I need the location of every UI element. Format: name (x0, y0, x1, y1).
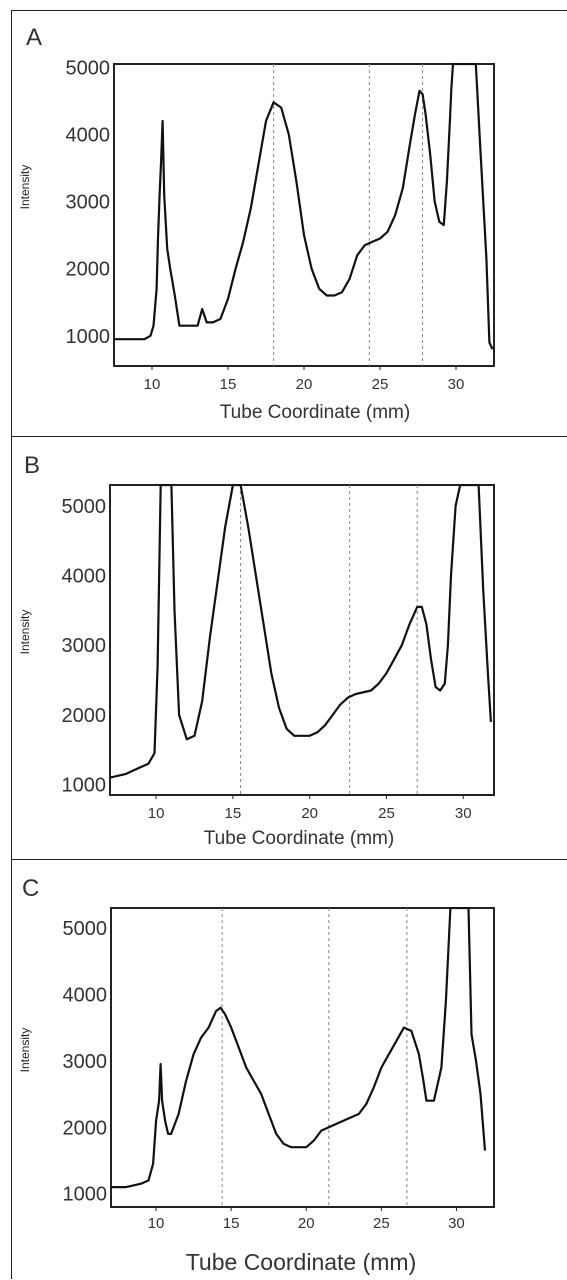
x-tick-label: 30 (448, 376, 465, 393)
y-tick-label: 4000 (63, 984, 108, 1006)
chart-b: 10 15 20 25 30 1000 2000 3000 4000 5000 B Intensity… (18, 452, 495, 849)
y-tick-label: 2000 (66, 259, 111, 281)
y-tick-label: 5000 (66, 57, 111, 79)
panel-a: 10 15 20 25 30 1000 2000 3000 4000 5000 A Intensity… (11, 10, 567, 436)
intensity-series-line (111, 907, 487, 1189)
y-tick-label: 1000 (62, 775, 107, 797)
plot-frame (109, 484, 495, 796)
y-tick-label: 5000 (62, 496, 107, 518)
y-tick-label: 1000 (63, 1184, 108, 1206)
x-tick-label: 20 (296, 376, 313, 393)
chart-c: 10 15 20 25 30 1000 2000 3000 4000 5000 C Intensity… (18, 875, 495, 1275)
y-axis-label: Intensity (18, 610, 32, 655)
x-tick-label: 15 (223, 1215, 240, 1232)
y-tick-label: 2000 (62, 705, 107, 727)
x-tick-label: 30 (455, 805, 472, 822)
panel-c: 10 15 20 25 30 1000 2000 3000 4000 5000 C Intensity… (11, 859, 567, 1279)
y-axis-label: Intensity (18, 165, 32, 210)
y-tick-label: 1000 (66, 326, 111, 348)
panel-b: 10 15 20 25 30 1000 2000 3000 4000 5000 B Intensity… (11, 436, 567, 859)
y-tick-label: 3000 (66, 192, 111, 214)
x-axis-label: Tube Coordinate (mm) (204, 828, 394, 849)
x-tick-label: 10 (148, 1215, 165, 1232)
x-tick-label: 10 (144, 376, 161, 393)
x-tick-label: 20 (298, 1215, 315, 1232)
y-tick-label: 5000 (63, 918, 108, 940)
intensity-series-line (110, 484, 492, 779)
y-tick-label: 4000 (66, 124, 111, 146)
x-axis-label: Tube Coordinate (mm) (186, 1249, 417, 1275)
x-tick-label: 15 (225, 805, 242, 822)
panel-label: B (24, 452, 40, 479)
x-tick-label: 15 (220, 376, 237, 393)
x-tick-label: 20 (301, 805, 318, 822)
y-tick-label: 2000 (63, 1117, 108, 1139)
x-tick-label: 25 (372, 376, 389, 393)
y-tick-label: 3000 (63, 1051, 108, 1073)
y-axis-label: Intensity (18, 1028, 32, 1073)
chart-a: 10 15 20 25 30 1000 2000 3000 4000 5000 A Intensity… (18, 24, 495, 423)
panel-label: A (26, 24, 42, 51)
y-tick-label: 4000 (62, 566, 107, 588)
panel-label: C (22, 875, 39, 902)
x-tick-label: 30 (448, 1215, 465, 1232)
intensity-series-line (114, 63, 494, 350)
y-tick-label: 3000 (62, 635, 107, 657)
x-tick-label: 10 (148, 805, 165, 822)
x-tick-label: 25 (378, 805, 395, 822)
x-tick-label: 25 (373, 1215, 390, 1232)
x-axis-label: Tube Coordinate (mm) (220, 402, 410, 423)
plot-frame (110, 907, 495, 1208)
